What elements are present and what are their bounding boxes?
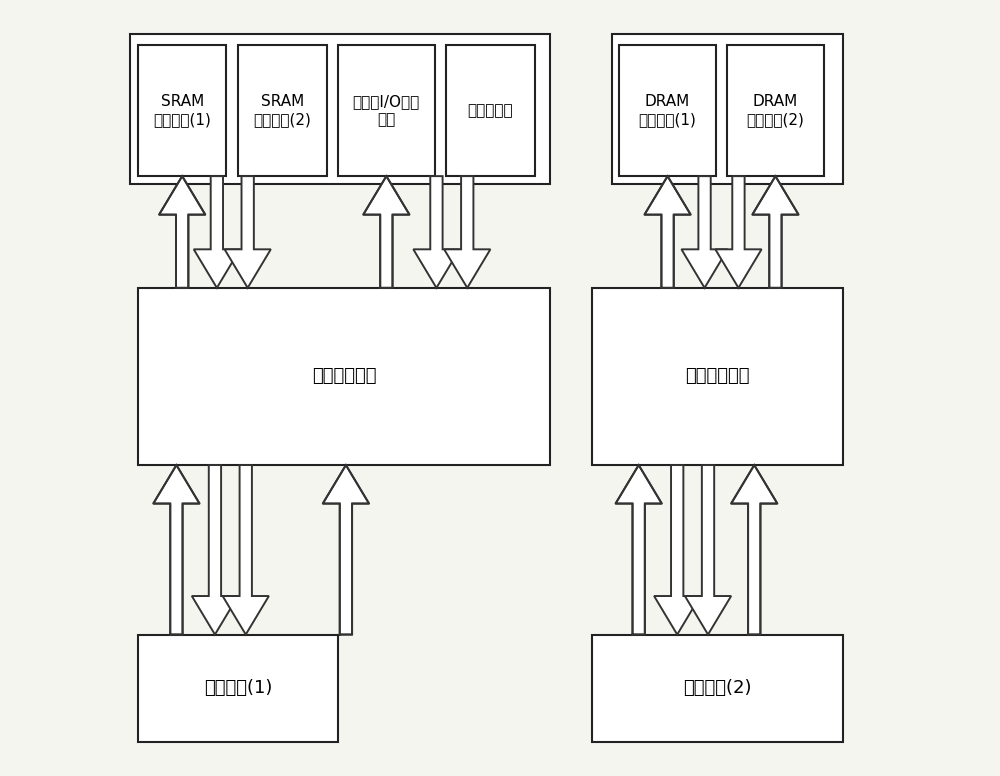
FancyBboxPatch shape xyxy=(612,33,843,184)
Polygon shape xyxy=(654,465,700,635)
Polygon shape xyxy=(223,465,269,635)
FancyBboxPatch shape xyxy=(446,45,535,176)
Text: 加解密单元: 加解密单元 xyxy=(468,103,513,118)
FancyBboxPatch shape xyxy=(238,45,327,176)
Text: 处理单元(1): 处理单元(1) xyxy=(204,680,272,698)
Polygon shape xyxy=(363,176,409,288)
FancyBboxPatch shape xyxy=(619,45,716,176)
Polygon shape xyxy=(159,176,205,288)
Polygon shape xyxy=(192,465,238,635)
FancyBboxPatch shape xyxy=(138,45,226,176)
Text: 快速互联模块: 快速互联模块 xyxy=(312,368,376,386)
Text: DRAM
控制单元(2): DRAM 控制单元(2) xyxy=(746,95,804,126)
Polygon shape xyxy=(644,176,691,288)
Polygon shape xyxy=(225,176,271,288)
FancyBboxPatch shape xyxy=(592,288,843,465)
Polygon shape xyxy=(681,176,728,288)
Polygon shape xyxy=(616,465,662,635)
FancyBboxPatch shape xyxy=(130,33,550,184)
Polygon shape xyxy=(685,465,731,635)
Text: 慢速互联模块: 慢速互联模块 xyxy=(685,368,750,386)
FancyBboxPatch shape xyxy=(338,45,435,176)
Polygon shape xyxy=(715,176,762,288)
Polygon shape xyxy=(413,176,460,288)
Text: 处理单元(2): 处理单元(2) xyxy=(683,680,752,698)
Polygon shape xyxy=(444,176,490,288)
Text: 网络包I/O接口
单元: 网络包I/O接口 单元 xyxy=(353,95,420,126)
Polygon shape xyxy=(194,176,240,288)
FancyBboxPatch shape xyxy=(138,288,550,465)
Polygon shape xyxy=(731,465,777,635)
Text: DRAM
控制单元(1): DRAM 控制单元(1) xyxy=(639,95,697,126)
Polygon shape xyxy=(153,465,200,635)
Polygon shape xyxy=(752,176,799,288)
FancyBboxPatch shape xyxy=(138,635,338,743)
Text: SRAM
控制单元(2): SRAM 控制单元(2) xyxy=(253,95,311,126)
FancyBboxPatch shape xyxy=(727,45,824,176)
Text: SRAM
控制单元(1): SRAM 控制单元(1) xyxy=(153,95,211,126)
Polygon shape xyxy=(323,465,369,635)
FancyBboxPatch shape xyxy=(592,635,843,743)
